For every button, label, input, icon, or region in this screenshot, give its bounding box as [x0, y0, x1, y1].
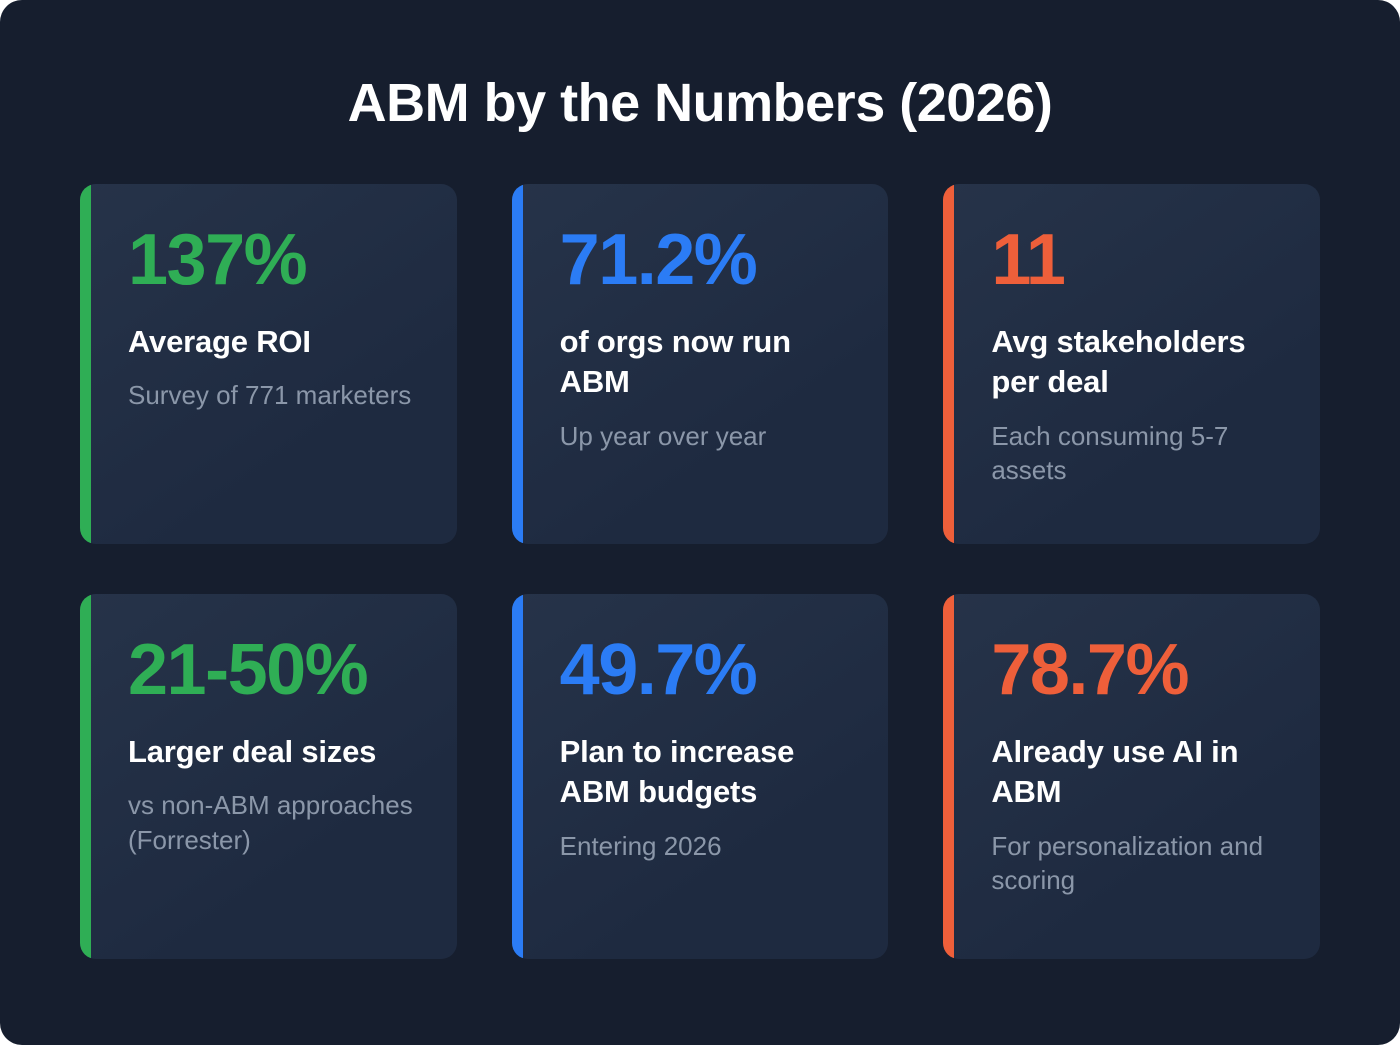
accent-bar: [943, 594, 955, 959]
stat-value: 11: [991, 220, 1066, 300]
stat-note: vs non-ABM approaches (Forrester): [128, 790, 413, 855]
accent-bar: [943, 184, 955, 544]
stat-value: 78.7%: [991, 630, 1189, 710]
stat-note: Survey of 771 marketers: [128, 380, 412, 411]
stat-value: 137%: [128, 220, 308, 300]
accent-bar: [80, 594, 91, 959]
stat-note: Entering 2026: [559, 830, 722, 861]
stat-card-already-use-ai: 78.7% Already use AI in ABM For personal…: [943, 594, 1320, 959]
stat-card-larger-deal-sizes: 21-50% Larger deal sizes vs non-ABM appr…: [80, 594, 457, 959]
stat-card-increase-abm-budgets: 49.7% Plan to increase ABM budgets Enter…: [511, 594, 889, 959]
stat-label: Average ROI: [128, 324, 311, 359]
stat-card-orgs-run-abm: 71.2% of orgs now run ABM Up year over y…: [511, 184, 889, 544]
page-title: ABM by the Numbers (2026): [347, 73, 1053, 133]
accent-bar: [511, 184, 523, 544]
stat-value: 71.2%: [559, 220, 758, 300]
stat-value: 21-50%: [128, 630, 369, 710]
stat-note: Each consuming 5-7 assets: [991, 420, 1229, 485]
stat-label: of orgs now run ABM: [559, 324, 791, 400]
stat-label: Plan to increase ABM budgets: [559, 734, 795, 810]
stat-value: 49.7%: [559, 630, 758, 710]
stat-card-average-roi: 137% Average ROI Survey of 771 marketers: [80, 184, 457, 544]
stats-grid: 137% Average ROI Survey of 771 marketers…: [80, 184, 1320, 959]
stat-note: Up year over year: [559, 420, 767, 451]
stat-note: For personalization and scoring: [991, 830, 1264, 895]
stat-card-stakeholders-per-deal: 11 Avg stakeholders per deal Each consum…: [943, 184, 1320, 544]
accent-bar: [511, 594, 523, 959]
stat-label: Avg stakeholders per deal: [991, 324, 1246, 400]
accent-bar: [80, 184, 91, 544]
stat-label: Larger deal sizes: [128, 734, 377, 769]
stat-label: Already use AI in ABM: [991, 734, 1239, 810]
